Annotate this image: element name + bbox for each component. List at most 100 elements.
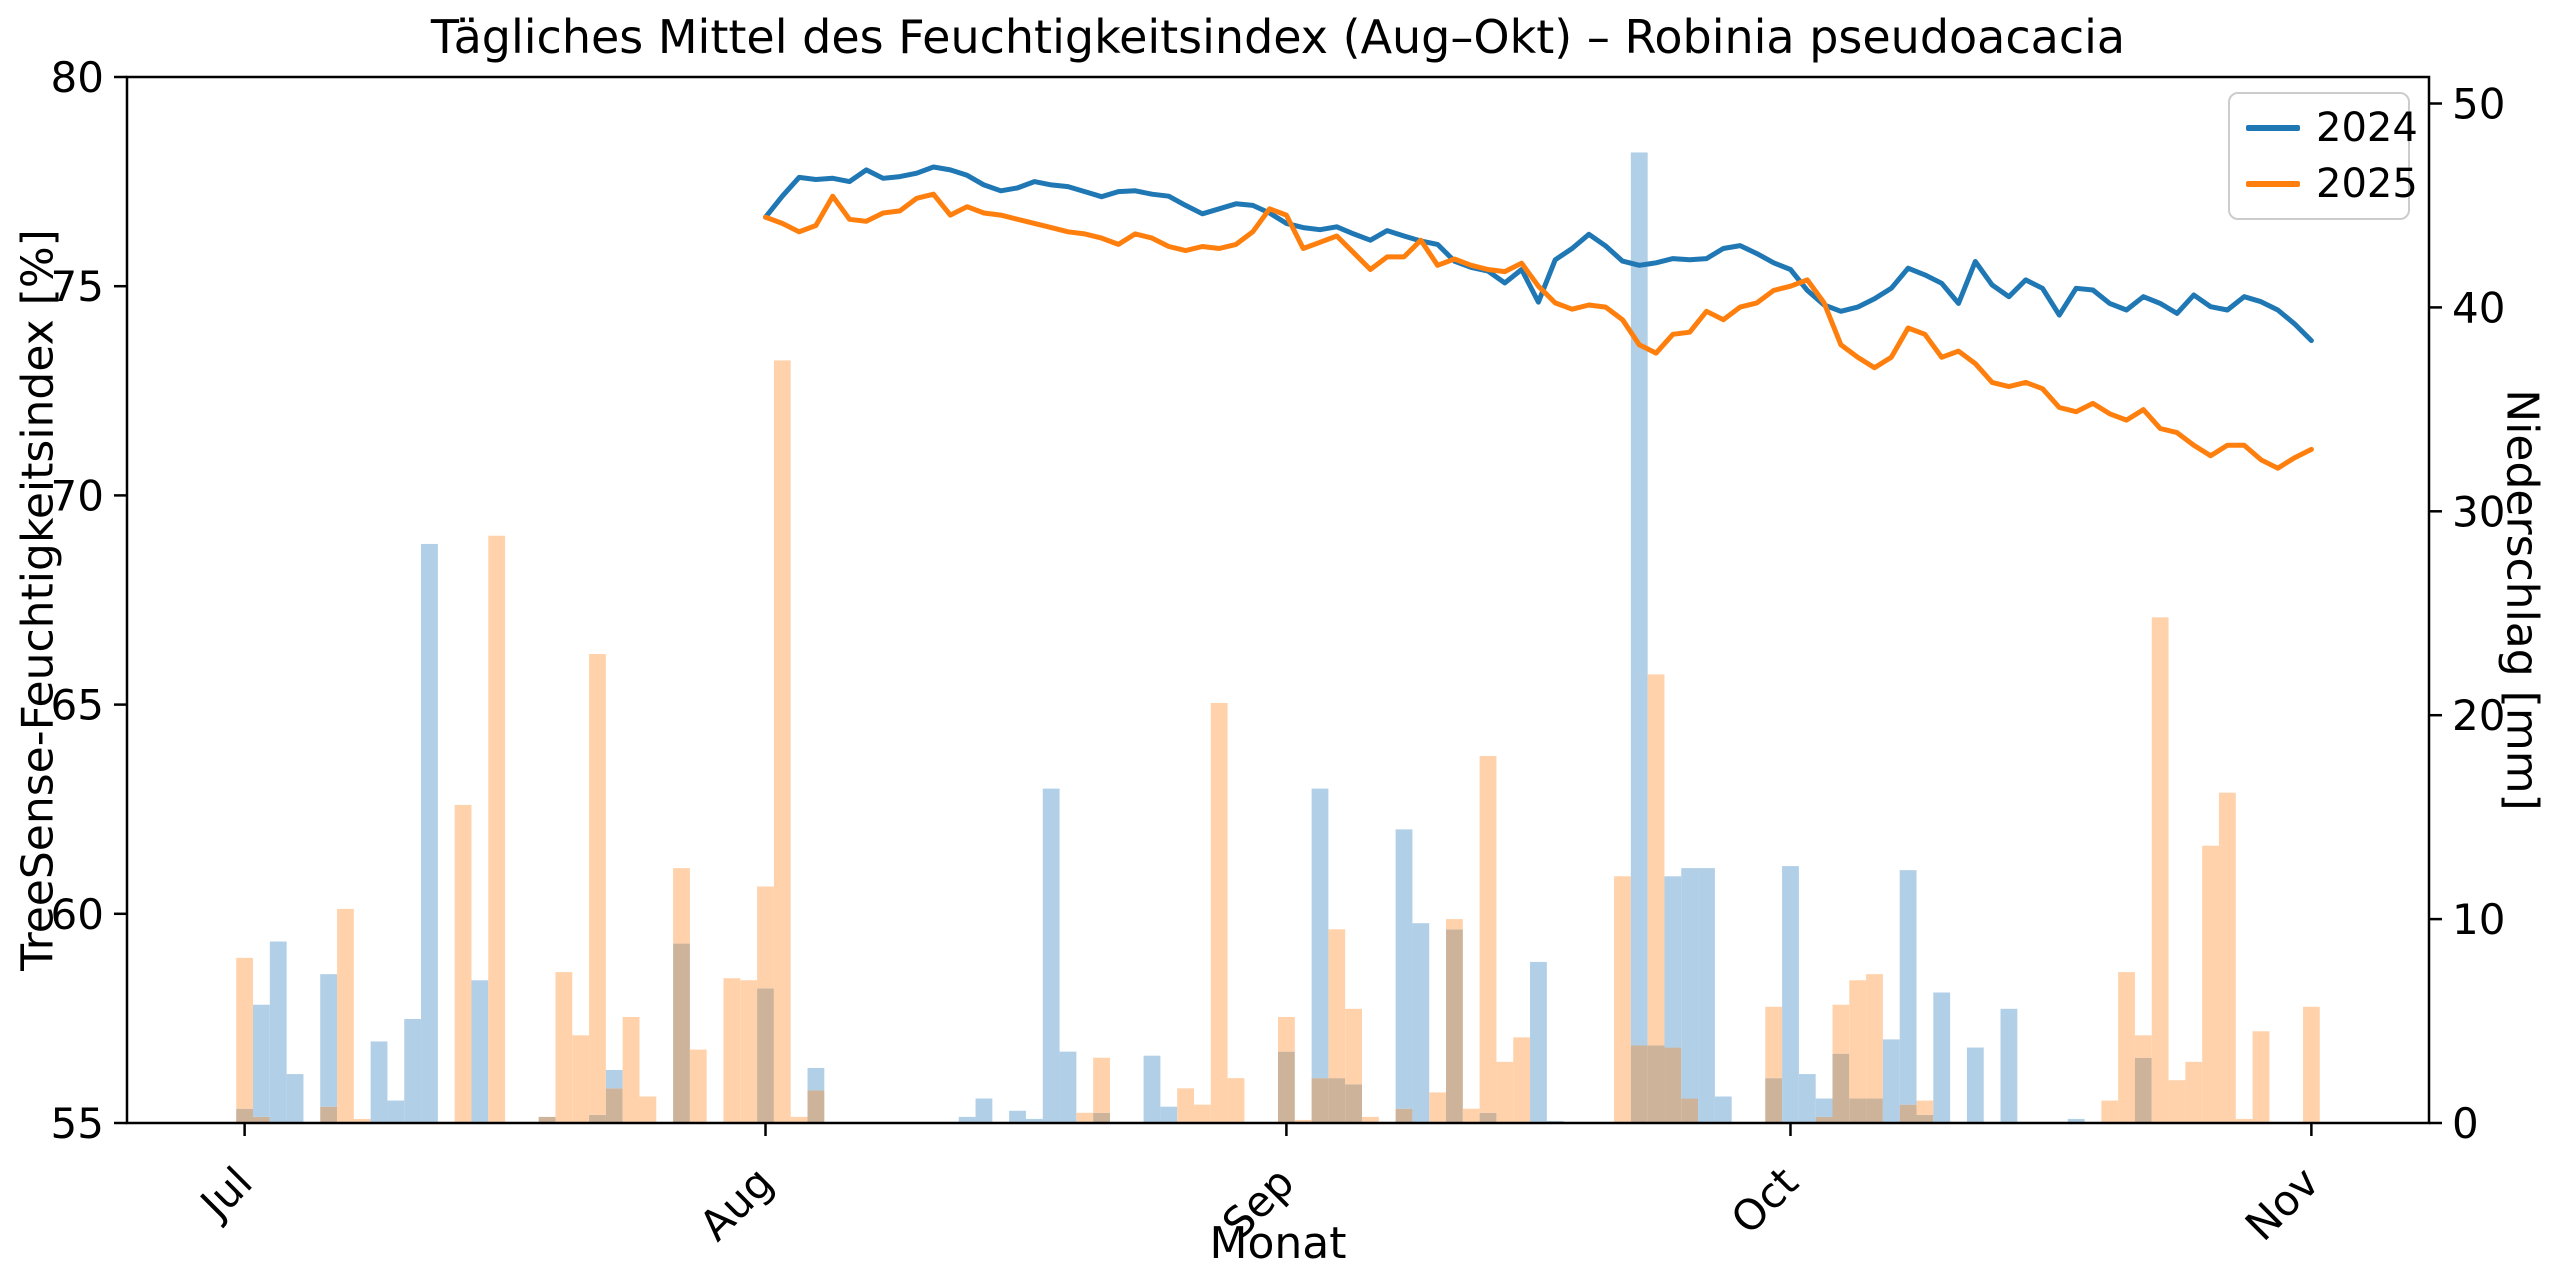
rain-bar-overlap — [1866, 1098, 1883, 1123]
rain-bar-overlap — [1664, 1047, 1682, 1123]
rain-bar-2024 — [1530, 961, 1547, 1123]
y-right-tick-label: 50 — [2452, 80, 2505, 129]
rain-bar-2024 — [1782, 866, 1799, 1123]
index-line-2025 — [763, 191, 2314, 471]
rain-bar-overlap — [1093, 1112, 1110, 1123]
rain-bar-2025 — [1177, 1088, 1194, 1123]
chart-title: Tägliches Mittel des Feuchtigkeitsindex … — [430, 10, 2126, 64]
rain-bar-2025 — [2252, 1031, 2270, 1123]
rain-bar-2025 — [2235, 1118, 2253, 1123]
rain-bar-2025 — [236, 957, 254, 1109]
rain-bar-2025 — [723, 978, 741, 1123]
rain-bar-overlap — [236, 1108, 254, 1123]
rain-bar-2024 — [1042, 788, 1060, 1123]
y-left-tick-label: 55 — [51, 1099, 104, 1148]
legend-label-2024: 2024 — [2316, 105, 2418, 151]
rain-bar-2024 — [1798, 1074, 1816, 1123]
x-axis-label: Monat — [1209, 1218, 1347, 1269]
rain-bar-2025 — [589, 654, 606, 1115]
rain-bar-2024 — [605, 1069, 623, 1089]
rain-bar-2025 — [2134, 1035, 2152, 1058]
rain-bar-overlap — [1681, 1098, 1699, 1123]
rain-bar-2024 — [253, 1004, 270, 1117]
rain-bar-2024 — [1025, 1118, 1043, 1123]
rain-bar-2025 — [2202, 845, 2219, 1123]
rain-bar-overlap — [673, 943, 690, 1123]
rain-bar-2025 — [1193, 1104, 1211, 1123]
rain-bar-2024 — [1143, 1055, 1161, 1123]
rain-bar-2025 — [1832, 1004, 1850, 1054]
rain-bar-overlap — [253, 1116, 270, 1123]
rain-bar-2024 — [807, 1067, 825, 1091]
rain-bar-2024 — [471, 980, 489, 1123]
rain-bar-2024 — [320, 974, 338, 1107]
rain-bar-overlap — [1311, 1078, 1329, 1123]
rain-bar-2025 — [2101, 1100, 2119, 1123]
rain-bar-2025 — [2302, 1006, 2320, 1123]
rain-bar-overlap — [807, 1090, 825, 1123]
rain-bar-2025 — [1849, 980, 1867, 1099]
rain-bar-2025 — [757, 886, 774, 989]
legend-entry-2024: 2024 — [2246, 108, 2418, 148]
rain-bar-2024 — [1966, 1047, 1984, 1123]
rain-bar-overlap — [1916, 1114, 1934, 1123]
rain-bar-2025 — [1210, 702, 1228, 1123]
rain-bar-2024 — [286, 1074, 304, 1123]
rain-bar-overlap — [2134, 1057, 2152, 1123]
rain-bar-2025 — [1362, 1116, 1379, 1123]
rain-bar-2024 — [2067, 1118, 2085, 1123]
rain-bar-overlap — [1328, 1078, 1346, 1123]
legend: 2024 2025 — [2228, 92, 2418, 220]
rain-bar-2024 — [404, 1019, 422, 1123]
y-left-tick-label: 65 — [51, 681, 104, 730]
rain-bar-2025 — [1513, 1037, 1531, 1123]
rain-bar-2025 — [1093, 1057, 1110, 1113]
rain-bar-2025 — [1345, 1008, 1363, 1085]
legend-entry-2025: 2025 — [2246, 164, 2418, 204]
rain-bar-2025 — [689, 1049, 707, 1123]
rain-bar-2025 — [1076, 1112, 1094, 1123]
legend-swatch-2024-line — [2246, 125, 2300, 131]
rain-bar-2024 — [1882, 1039, 1900, 1123]
rain-bar-overlap — [1832, 1053, 1850, 1123]
y-left-tick-label: 75 — [51, 262, 104, 311]
rain-bar-overlap — [1395, 1108, 1413, 1123]
rain-bar-overlap — [1479, 1112, 1497, 1123]
rain-bar-2025 — [572, 1035, 590, 1123]
index-line-2024 — [763, 164, 2314, 344]
rain-bar-2025 — [1328, 929, 1346, 1079]
rain-bar-2025 — [1429, 1092, 1447, 1123]
y-right-tick-label: 10 — [2452, 895, 2505, 944]
rain-bar-overlap — [1446, 929, 1463, 1123]
rain-bar-2024 — [1681, 868, 1699, 1099]
rain-bar-2025 — [639, 1096, 657, 1123]
rain-bar-2025 — [337, 908, 354, 1123]
rain-bar-2025 — [790, 1116, 808, 1123]
rain-bar-2025 — [1916, 1100, 1934, 1115]
rain-bar-2025 — [2151, 617, 2169, 1123]
rain-bar-2025 — [1462, 1108, 1480, 1123]
rain-bar-2025 — [488, 535, 506, 1123]
y-left-ticks: 55 60 65 70 75 80 — [51, 53, 127, 1148]
rain-bar-overlap — [1765, 1078, 1783, 1123]
y-left-tick-label: 60 — [51, 890, 104, 939]
rain-bar-2025 — [673, 868, 690, 944]
rain-bar-2024 — [1664, 876, 1682, 1048]
rain-bar-2025 — [454, 804, 472, 1123]
rain-bar-overlap — [1815, 1116, 1833, 1123]
rain-bar-overlap — [757, 988, 774, 1123]
rain-bar-2024 — [370, 1041, 388, 1123]
rain-bar-overlap — [1278, 1051, 1295, 1123]
rain-bar-overlap — [589, 1114, 606, 1123]
rain-bar-2025 — [773, 360, 791, 1124]
legend-swatch-2025-line — [2246, 181, 2300, 187]
rain-bar-2025 — [1278, 1016, 1295, 1052]
rain-bar-2024 — [387, 1100, 405, 1123]
rain-bar-2025 — [2118, 972, 2135, 1123]
rain-bar-2025 — [1866, 974, 1883, 1099]
rain-bar-2024 — [1630, 152, 1648, 1046]
rain-bar-2024 — [1395, 829, 1413, 1109]
rain-bar-2024 — [1059, 1051, 1077, 1123]
